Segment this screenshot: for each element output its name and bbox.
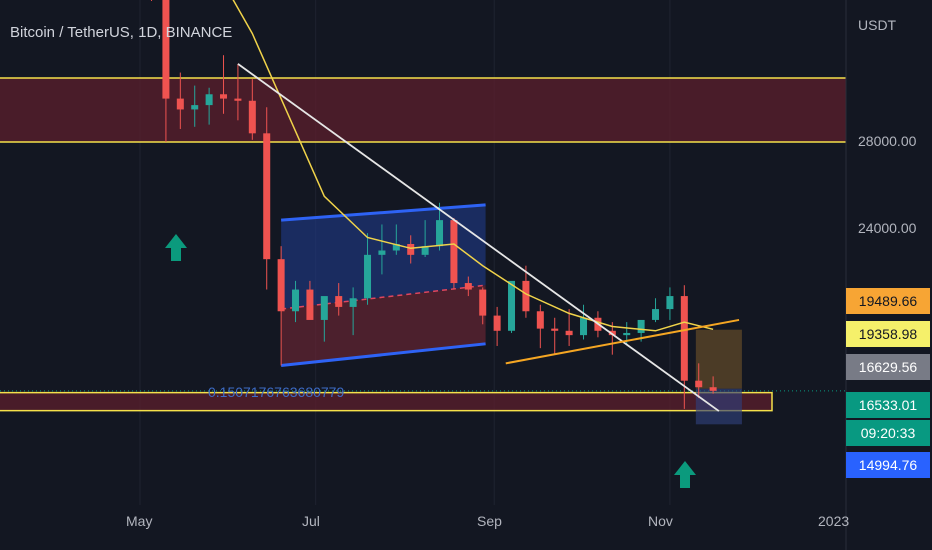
x-tick-label: Nov <box>648 513 673 529</box>
channel-upper-fill <box>281 204 486 310</box>
projection-target-box <box>695 329 742 389</box>
candle-body <box>637 319 645 333</box>
candle-body <box>623 332 631 336</box>
channel-top-line <box>281 203 486 222</box>
channel-bottom-line <box>280 342 486 368</box>
candle-body <box>522 280 530 312</box>
candle-body <box>450 220 458 284</box>
x-tick-label: May <box>126 513 153 529</box>
candle-body <box>493 315 501 331</box>
candle-body <box>306 289 314 320</box>
candles-layer <box>151 0 717 409</box>
price-tag: 19489.66 <box>846 288 930 314</box>
candle-body <box>695 380 703 388</box>
x-tick-label: 2023 <box>818 513 850 529</box>
candle-body <box>580 317 588 336</box>
symbol-title[interactable]: Bitcoin / TetherUS, 1D, BINANCE <box>10 24 233 41</box>
candle-body <box>205 94 213 106</box>
projection-stop-box <box>695 388 742 425</box>
candle-body <box>508 280 516 331</box>
candle-body <box>277 259 285 312</box>
channel-mid-line <box>281 284 486 310</box>
candle-body <box>248 100 256 134</box>
up-arrow-icon <box>171 247 181 261</box>
price-tag: 16629.56 <box>846 354 930 380</box>
countdown-tag: 09:20:33 <box>846 420 930 446</box>
candle-body <box>335 296 343 307</box>
candle-body <box>536 311 544 329</box>
candle-body <box>292 289 300 312</box>
y-tick-label: 24000.00 <box>858 220 917 236</box>
y-tick-label: 28000.00 <box>858 133 917 149</box>
candle-body <box>162 0 170 99</box>
candle-body <box>652 309 660 320</box>
candle-body <box>565 330 573 336</box>
supply-zone <box>0 77 846 142</box>
up-arrow-icon <box>674 461 696 475</box>
candle-body <box>608 330 616 336</box>
candle-body <box>263 133 271 260</box>
candle-body <box>234 98 242 101</box>
candle-body <box>191 105 199 110</box>
candle-body <box>436 220 444 247</box>
lines-layer <box>232 0 740 412</box>
up-arrow-icon <box>165 234 187 248</box>
candle-body <box>407 243 415 255</box>
downtrend-line <box>237 63 720 412</box>
demand-zone <box>0 391 773 412</box>
candle-body <box>176 98 184 110</box>
candle-body <box>392 243 400 251</box>
annotation-label: 0.1507176763680779 <box>208 384 345 400</box>
candle-body <box>349 298 357 307</box>
zones-layer <box>0 77 846 412</box>
price-tag: 14994.76 <box>846 452 930 478</box>
up-arrow-icon <box>680 474 690 488</box>
candle-body <box>364 254 372 299</box>
marks-layer <box>165 234 696 488</box>
candle-body <box>709 387 717 391</box>
candle-body <box>680 296 688 381</box>
last-price-tag: 16533.01 <box>846 392 930 418</box>
support-trend-line <box>505 318 740 365</box>
channel-lower-fill <box>281 285 486 366</box>
x-tick-label: Sep <box>477 513 502 529</box>
candle-body <box>551 328 559 331</box>
x-tick-label: Jul <box>302 513 320 529</box>
candle-body <box>421 246 429 255</box>
moving-average-line <box>232 0 714 332</box>
candle-body <box>220 94 228 99</box>
price-tag: 19358.98 <box>846 321 930 347</box>
candle-body <box>464 283 472 290</box>
currency-label: USDT <box>858 17 897 33</box>
candle-body <box>666 296 674 310</box>
candle-body <box>378 250 386 255</box>
channel-layer <box>280 203 742 425</box>
candle-body <box>320 296 328 320</box>
candle-body <box>479 289 487 316</box>
